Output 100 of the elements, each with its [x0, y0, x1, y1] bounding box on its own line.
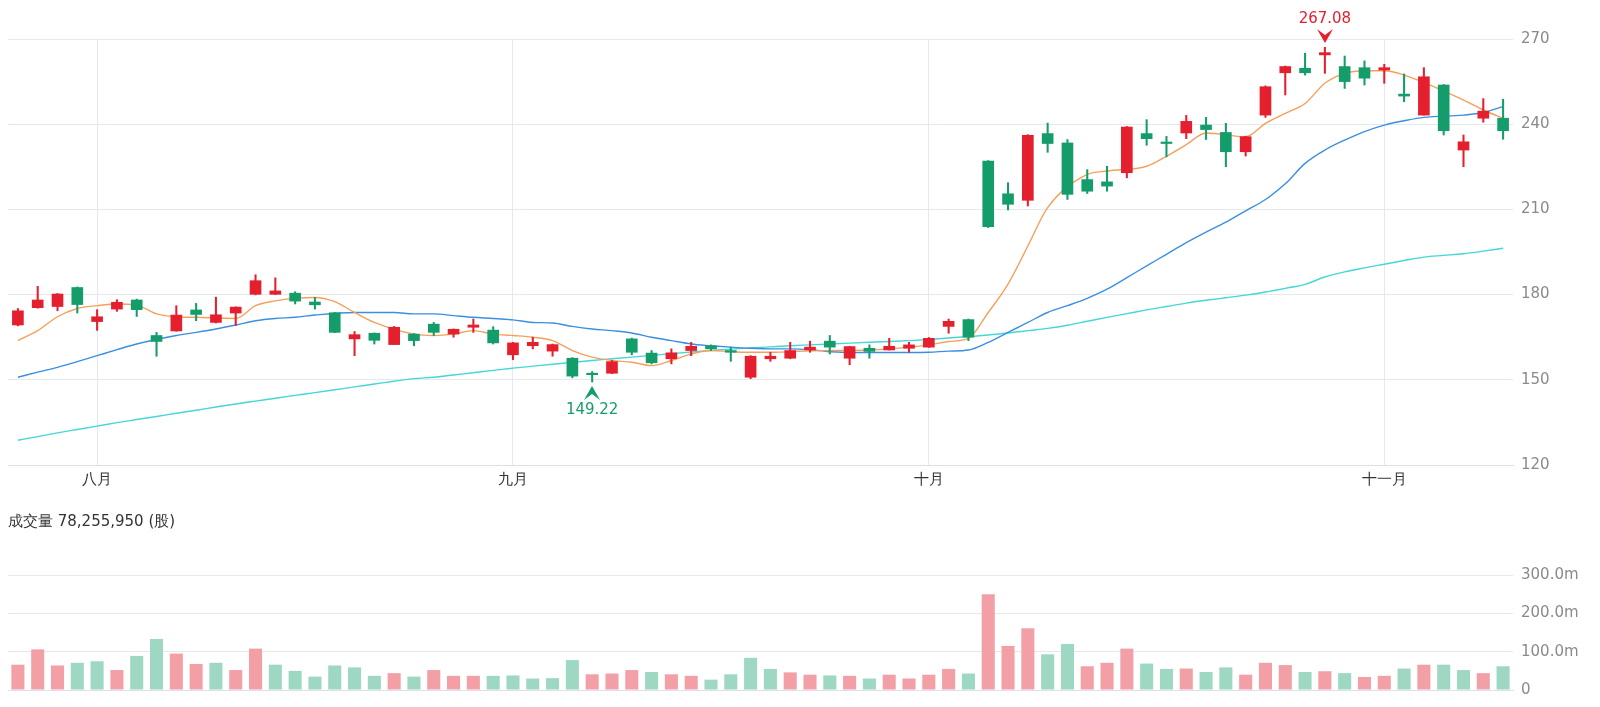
bar	[288, 670, 302, 690]
bar	[942, 668, 956, 690]
bar	[407, 676, 421, 690]
chart-title: 成交量 78,255,950 (股)	[8, 511, 176, 530]
bar	[823, 675, 837, 690]
bar	[169, 653, 183, 690]
bar	[229, 670, 243, 690]
x-tick-label: 八月	[82, 469, 113, 488]
bar	[506, 675, 520, 690]
bar	[50, 665, 65, 690]
bar	[1120, 648, 1134, 690]
candlestick	[705, 344, 717, 351]
bar	[1496, 666, 1510, 690]
y-tick-label: 300.0m	[1521, 564, 1579, 583]
annotation: 149.22	[565, 400, 619, 419]
x-tick-label: 十月	[913, 469, 944, 488]
candlestick	[1081, 169, 1094, 194]
bar	[328, 665, 342, 690]
bar	[922, 674, 936, 690]
bar	[11, 664, 25, 690]
bar	[466, 675, 480, 690]
candlestick	[606, 360, 618, 374]
candlestick	[328, 312, 341, 333]
y-tick-label: 240	[1521, 114, 1550, 133]
bar	[1318, 671, 1332, 690]
candlestick	[724, 346, 737, 362]
bar	[31, 649, 45, 690]
bar	[149, 639, 164, 690]
bar	[1377, 675, 1391, 690]
bar	[961, 673, 975, 690]
bar	[1179, 668, 1193, 690]
y-tick-label: 270	[1521, 28, 1550, 47]
bar	[645, 671, 659, 690]
bar	[189, 663, 203, 690]
bar	[486, 675, 500, 690]
bar	[427, 670, 441, 690]
bar	[1219, 667, 1233, 690]
bar	[209, 662, 223, 690]
bar	[1199, 671, 1213, 690]
bar	[1417, 664, 1431, 690]
bar	[1357, 676, 1372, 690]
candlestick	[982, 160, 995, 228]
bar	[1021, 628, 1035, 690]
bar	[1278, 665, 1292, 690]
y-tick-label: 0	[1521, 679, 1531, 698]
bar	[367, 675, 381, 690]
bar	[387, 673, 401, 690]
bar	[1140, 663, 1154, 690]
bar	[1456, 670, 1471, 690]
bar	[684, 675, 698, 690]
candlestick	[784, 341, 797, 360]
bar	[981, 594, 995, 690]
bar	[783, 672, 797, 690]
bar	[902, 678, 916, 690]
bar	[882, 674, 896, 690]
bar	[1159, 668, 1173, 690]
bar	[249, 648, 263, 690]
y-tick-label: 150	[1521, 369, 1550, 388]
bar	[585, 674, 599, 690]
annotation: 267.08	[1298, 8, 1352, 27]
x-tick-label: 十一月	[1361, 469, 1407, 488]
bar	[70, 662, 84, 690]
bar	[1437, 664, 1451, 690]
bar	[724, 674, 738, 690]
bar	[130, 655, 144, 690]
bar	[1298, 671, 1312, 690]
bar	[803, 674, 817, 690]
bar	[348, 667, 362, 690]
bar	[843, 675, 857, 690]
y-tick-label: 180	[1521, 284, 1550, 303]
x-tick-label: 九月	[497, 469, 528, 488]
bar	[744, 657, 758, 690]
line-series	[17, 247, 1504, 441]
bar	[625, 670, 639, 690]
bar	[546, 678, 560, 690]
bar	[1397, 668, 1411, 690]
bar	[1001, 645, 1015, 690]
bar	[526, 678, 540, 690]
bar	[268, 664, 282, 690]
bar	[565, 660, 579, 690]
bar	[605, 673, 619, 690]
bar	[1080, 666, 1094, 690]
bar	[1338, 673, 1352, 690]
bar	[1239, 674, 1253, 690]
bar	[110, 670, 124, 690]
bar	[1060, 644, 1074, 690]
candlestick	[210, 296, 222, 324]
candlestick	[388, 326, 400, 345]
candlestick	[1002, 182, 1014, 211]
y-tick-label: 210	[1521, 199, 1550, 218]
bar	[862, 678, 876, 690]
bar	[308, 676, 322, 690]
bar	[763, 668, 777, 690]
bar	[664, 674, 678, 690]
bar	[1476, 673, 1490, 690]
y-tick-label: 120	[1521, 454, 1550, 473]
bar	[447, 675, 461, 690]
bar	[1041, 654, 1055, 690]
y-tick-label: 100.0m	[1521, 641, 1579, 660]
y-tick-label: 200.0m	[1521, 603, 1579, 622]
